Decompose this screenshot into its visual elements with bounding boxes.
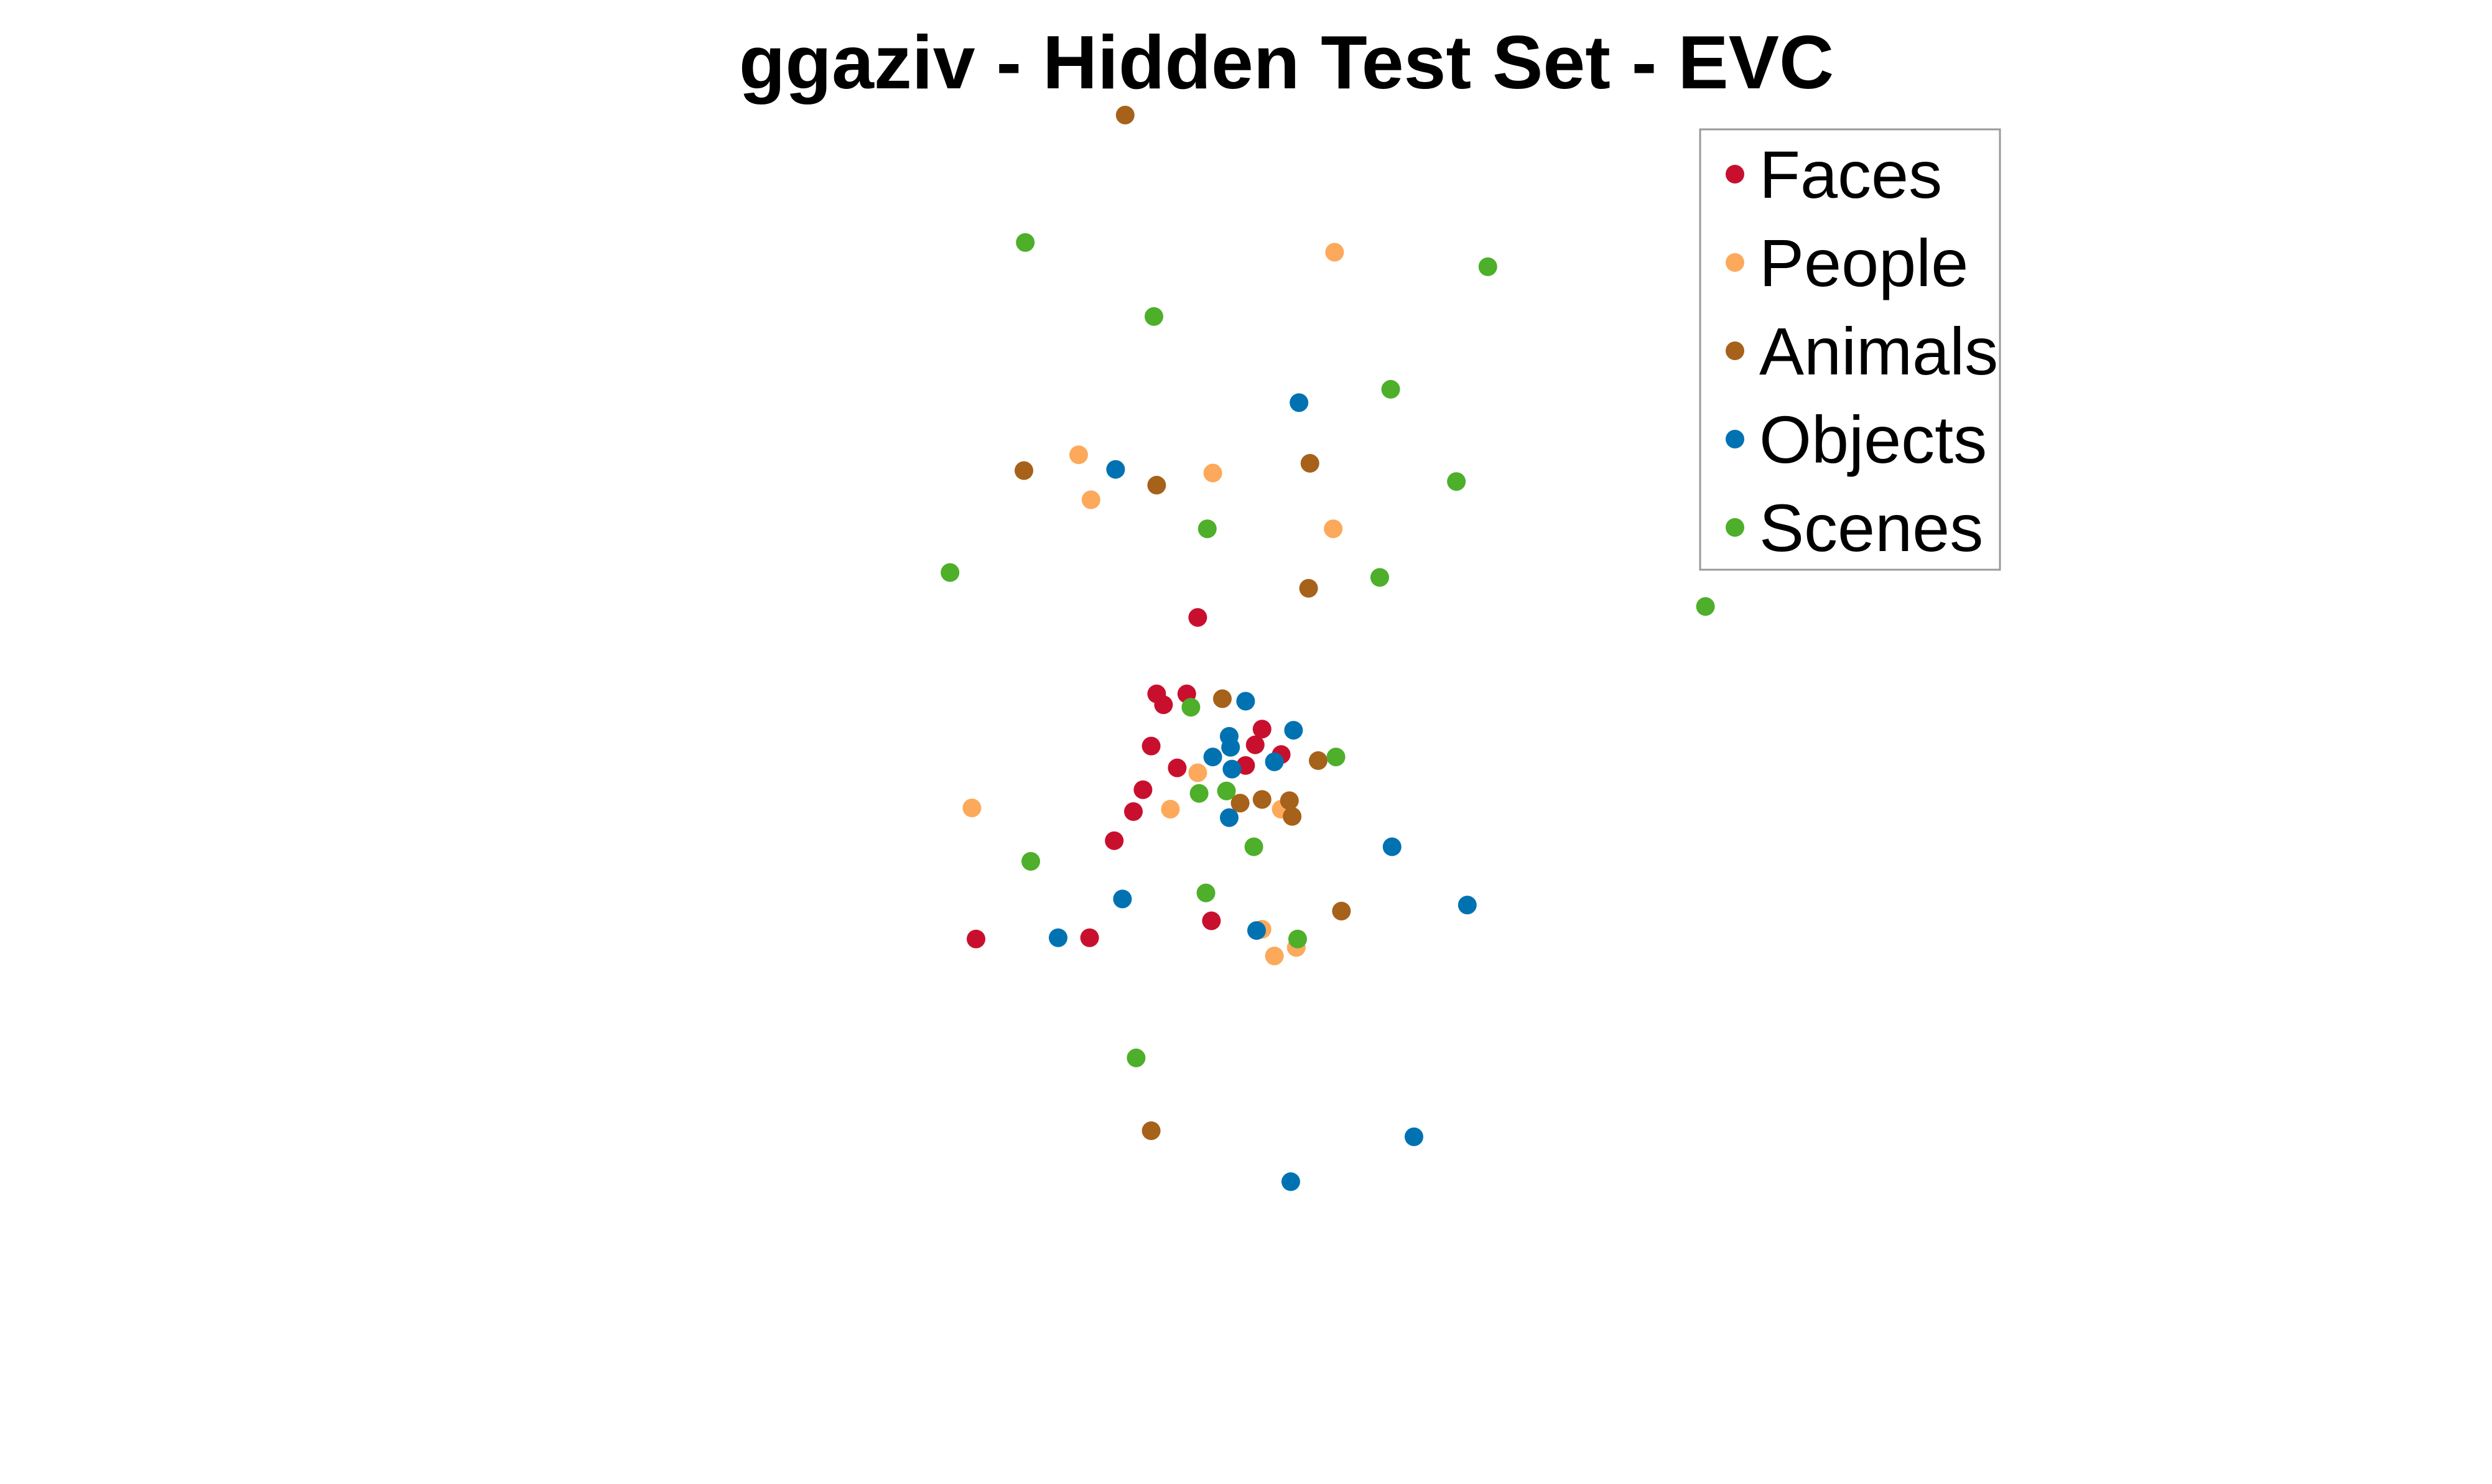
legend-marker-objects (1726, 430, 1744, 448)
objects-point (1049, 928, 1067, 947)
faces-point (1252, 720, 1272, 739)
legend-label-scenes: Scenes (1759, 490, 1983, 565)
legend: Faces People Animals Objects Scenes (1699, 128, 2001, 571)
scenes-point (1016, 233, 1035, 252)
scenes-point (1197, 519, 1217, 539)
animals-point (1299, 578, 1318, 598)
scenes-point (1288, 929, 1307, 948)
faces-point (1080, 928, 1099, 947)
objects-point (1222, 759, 1242, 779)
series-animals (1015, 106, 1351, 1140)
scenes-point (1478, 257, 1497, 276)
animals-point (1283, 807, 1302, 826)
objects-point (1281, 1172, 1300, 1191)
series-objects (1049, 393, 1477, 1191)
scenes-point (1021, 851, 1040, 871)
people-point (1203, 463, 1222, 483)
objects-point (1284, 721, 1303, 740)
objects-point (1382, 837, 1402, 856)
faces-point (1188, 608, 1207, 627)
animals-point (1309, 751, 1327, 770)
animals-point (1147, 476, 1166, 495)
people-point (1324, 519, 1343, 539)
legend-label-animals: Animals (1759, 313, 1998, 389)
objects-point (1220, 808, 1239, 827)
animals-point (1332, 901, 1351, 921)
faces-point (1141, 736, 1161, 756)
scenes-point (1381, 379, 1400, 399)
objects-point (1405, 1127, 1423, 1146)
data-points (941, 106, 1715, 1191)
chart-title: ggaziv - Hidden Test Set - EVC (739, 20, 1834, 104)
faces-point (1105, 831, 1124, 850)
legend-marker-scenes (1726, 518, 1744, 537)
faces-point (1124, 802, 1143, 821)
objects-point (1106, 460, 1125, 479)
series-people (962, 243, 1344, 966)
legend-label-objects: Objects (1759, 402, 1987, 477)
animals-point (1300, 453, 1319, 473)
legend-marker-animals (1726, 341, 1744, 360)
faces-point (1245, 735, 1265, 754)
scenes-point (1196, 883, 1216, 902)
people-point (1188, 763, 1207, 782)
legend-box (1699, 128, 2001, 571)
scenes-point (1145, 307, 1163, 326)
animals-point (1115, 106, 1135, 124)
animals-point (1252, 790, 1272, 809)
scenes-point (1696, 597, 1715, 616)
faces-point (1133, 780, 1153, 799)
animals-point (1015, 461, 1033, 480)
scenes-point (941, 563, 960, 582)
scenes-point (1127, 1048, 1146, 1067)
legend-marker-faces (1726, 165, 1744, 183)
objects-point (1290, 393, 1309, 412)
faces-point (967, 929, 985, 948)
scenes-point (1326, 748, 1346, 767)
animals-point (1230, 794, 1250, 813)
people-point (1069, 445, 1088, 465)
objects-point (1265, 752, 1284, 771)
objects-point (1247, 921, 1266, 940)
people-point (1265, 947, 1284, 966)
people-point (1325, 243, 1344, 262)
faces-point (1154, 695, 1173, 715)
legend-marker-people (1726, 253, 1744, 272)
faces-point (1202, 911, 1221, 930)
animals-point (1280, 791, 1299, 810)
animals-point (1141, 1121, 1161, 1140)
legend-label-people: People (1759, 225, 1968, 300)
series-scenes (941, 233, 1715, 1067)
animals-point (1213, 689, 1232, 708)
people-point (1161, 799, 1180, 819)
scenes-point (1244, 837, 1263, 856)
people-point (962, 799, 982, 818)
scenes-point (1181, 698, 1201, 717)
scenes-point (1370, 568, 1389, 587)
scenes-point (1217, 781, 1236, 800)
faces-point (1168, 758, 1187, 777)
scenes-point (1189, 784, 1209, 803)
legend-label-faces: Faces (1759, 137, 1942, 212)
objects-point (1203, 748, 1222, 767)
objects-point (1221, 738, 1240, 757)
scenes-point (1447, 472, 1466, 491)
series-faces (967, 608, 1291, 948)
objects-point (1458, 896, 1477, 915)
people-point (1081, 490, 1100, 509)
objects-point (1113, 889, 1132, 909)
objects-point (1236, 692, 1255, 711)
